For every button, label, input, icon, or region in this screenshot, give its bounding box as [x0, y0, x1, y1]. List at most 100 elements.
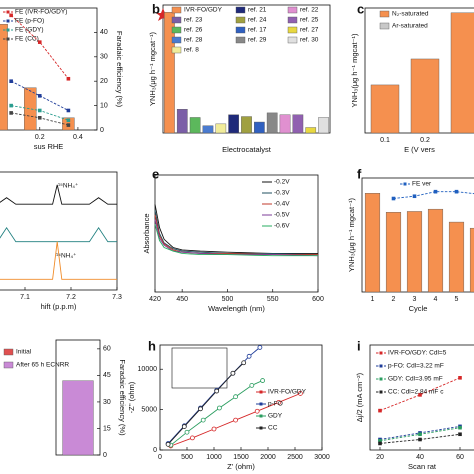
legend-swatch	[3, 361, 14, 369]
panel-letter: i	[357, 338, 361, 353]
x-tick-label: 4	[434, 296, 438, 303]
bar	[410, 58, 440, 134]
marker	[418, 437, 422, 442]
bar	[427, 208, 444, 293]
marker	[165, 441, 171, 447]
marker	[66, 123, 71, 127]
annotation: ¹⁵NH₄⁺	[58, 183, 79, 190]
legend-swatch	[3, 348, 14, 356]
legend-label: IVR-FO/GDY	[268, 389, 307, 396]
x-tick-label: 600	[312, 296, 324, 303]
marker	[37, 94, 42, 98]
marker	[189, 435, 195, 441]
x-tick-label: 1	[371, 296, 375, 303]
bar	[305, 127, 317, 134]
x-tick-label: 5	[455, 296, 459, 303]
legend-swatch	[287, 16, 298, 24]
bar	[406, 211, 423, 293]
legend-swatch	[235, 16, 246, 24]
x-tick-label: 3000	[314, 454, 330, 461]
legend-marker	[259, 402, 263, 406]
y2-tick-label: 0	[103, 452, 107, 459]
y2-axis-title: Faradaic efficiency (%)	[115, 31, 124, 108]
marker	[9, 111, 13, 115]
y-axis-title: Absorbance	[142, 213, 151, 253]
x-axis-title: Scan rat	[408, 462, 437, 471]
bar	[292, 114, 304, 134]
y-axis-title: Δj/2 (mA cm⁻²)	[355, 372, 364, 422]
legend-swatch	[287, 36, 298, 44]
y2-tick-label: 30	[103, 399, 111, 406]
legend-marker	[6, 10, 10, 14]
marker	[9, 79, 13, 83]
legend-marker	[379, 390, 383, 394]
legend-label: ref. 25	[300, 17, 319, 24]
y2-tick-label: 10	[100, 102, 108, 109]
plot-frame	[162, 4, 331, 134]
marker	[454, 189, 459, 194]
legend-label: -0.6V	[274, 223, 290, 230]
bar	[164, 12, 175, 134]
bar	[364, 192, 381, 293]
x-axis-title: hift (p.p.m)	[41, 302, 77, 311]
x-tick-label: 1500	[233, 454, 249, 461]
y2-axis-title: Faradaic efficiency (%)	[118, 359, 127, 436]
marker	[184, 429, 190, 435]
bar	[318, 117, 329, 134]
y2-tick-label: 15	[103, 425, 111, 432]
y-tick-label: 5000	[141, 406, 157, 413]
legend-label: GDY	[268, 413, 283, 420]
legend-label: -0.3V	[274, 190, 290, 197]
legend-label: ref. 29	[248, 37, 267, 44]
bar	[241, 116, 252, 134]
plot-frame	[0, 171, 118, 291]
x-tick-label: 420	[149, 296, 161, 303]
y-axis-title: YNH₃(μg h⁻¹ mgcat⁻¹)	[148, 31, 157, 106]
legend-marker	[379, 364, 383, 368]
bar	[385, 211, 402, 293]
plot-frame	[361, 177, 474, 293]
legend-label: ref. 23	[184, 17, 203, 24]
x-tick-label: 0.4	[73, 134, 83, 141]
marker	[254, 408, 260, 414]
legend-label: GDY: Cdl=3.95 mF	[388, 376, 443, 383]
marker	[211, 426, 217, 432]
marker	[66, 118, 71, 123]
x-tick-label: 1000	[206, 454, 222, 461]
marker	[9, 103, 13, 108]
bar	[266, 112, 278, 134]
marker	[433, 189, 438, 194]
legend-label: ref. 28	[184, 37, 203, 44]
marker	[37, 40, 42, 44]
legend-label: FE (GDY)	[15, 27, 44, 34]
legend-label: -0.2V	[274, 179, 290, 186]
legend-swatch	[171, 36, 182, 44]
x-tick-label: 0.2	[35, 134, 45, 141]
series-line	[167, 362, 245, 445]
legend-label: FE (IVR-FO/GDY)	[15, 9, 67, 16]
legend-label: ref. 8	[184, 47, 199, 54]
x-tick-label: 3	[413, 296, 417, 303]
legend-label: CC: Cdl=2.84 mF c	[388, 389, 444, 396]
y-tick-label: 0	[153, 447, 157, 454]
marker	[230, 370, 236, 376]
x-tick-label: 60	[456, 454, 464, 461]
y-tick-label: 10000	[138, 366, 158, 373]
series-line	[0, 226, 117, 243]
marker	[378, 439, 382, 443]
series-line	[0, 184, 117, 205]
legend-label: After 65 h ECNRR	[16, 362, 69, 369]
legend-swatch	[171, 46, 182, 54]
marker	[249, 382, 255, 388]
bar	[370, 84, 400, 134]
legend-label: p-FO: Cdl=3.22 mF	[388, 363, 444, 370]
legend-label: CC	[268, 425, 278, 432]
y2-tick-label: 20	[100, 78, 108, 85]
series-line	[154, 219, 319, 257]
series-line	[379, 377, 461, 412]
legend-label: ref. 24	[248, 17, 267, 24]
legend-label: ref. 21	[248, 7, 267, 14]
legend-marker	[403, 182, 407, 186]
bar	[202, 125, 214, 134]
